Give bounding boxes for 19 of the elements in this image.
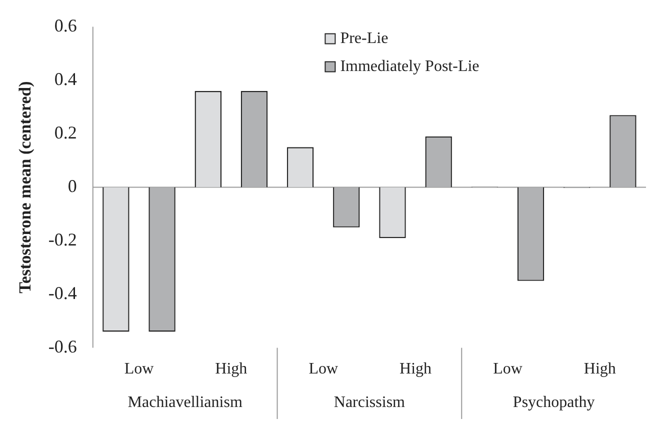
text: Narcissism <box>334 394 406 412</box>
x-tick-label: Low <box>308 360 338 378</box>
x-tick-label: Low <box>124 360 154 378</box>
x-tick-label: Low <box>493 360 523 378</box>
y-tick-label: 0 <box>68 176 77 196</box>
y-tick-label: 0.2 <box>54 122 77 143</box>
x-tick-label: High <box>400 360 432 378</box>
legend-label: Immediately Post-Lie <box>340 58 480 76</box>
y-tick-label: -0.6 <box>48 336 77 357</box>
y-axis-title: Testosterone mean (centered) <box>16 81 35 294</box>
legend-label: Pre-Lie <box>340 30 388 48</box>
y-tick-label: 0.6 <box>54 16 77 36</box>
x-tick-label: High <box>584 360 616 378</box>
y-tick-label: 0.4 <box>54 69 77 90</box>
text: Machiavellianism <box>128 394 243 412</box>
y-tick-label: -0.2 <box>48 230 77 250</box>
y-tick-label: -0.4 <box>48 283 77 304</box>
x-tick-label: High <box>215 360 248 378</box>
text: Psychopathy <box>512 394 595 412</box>
